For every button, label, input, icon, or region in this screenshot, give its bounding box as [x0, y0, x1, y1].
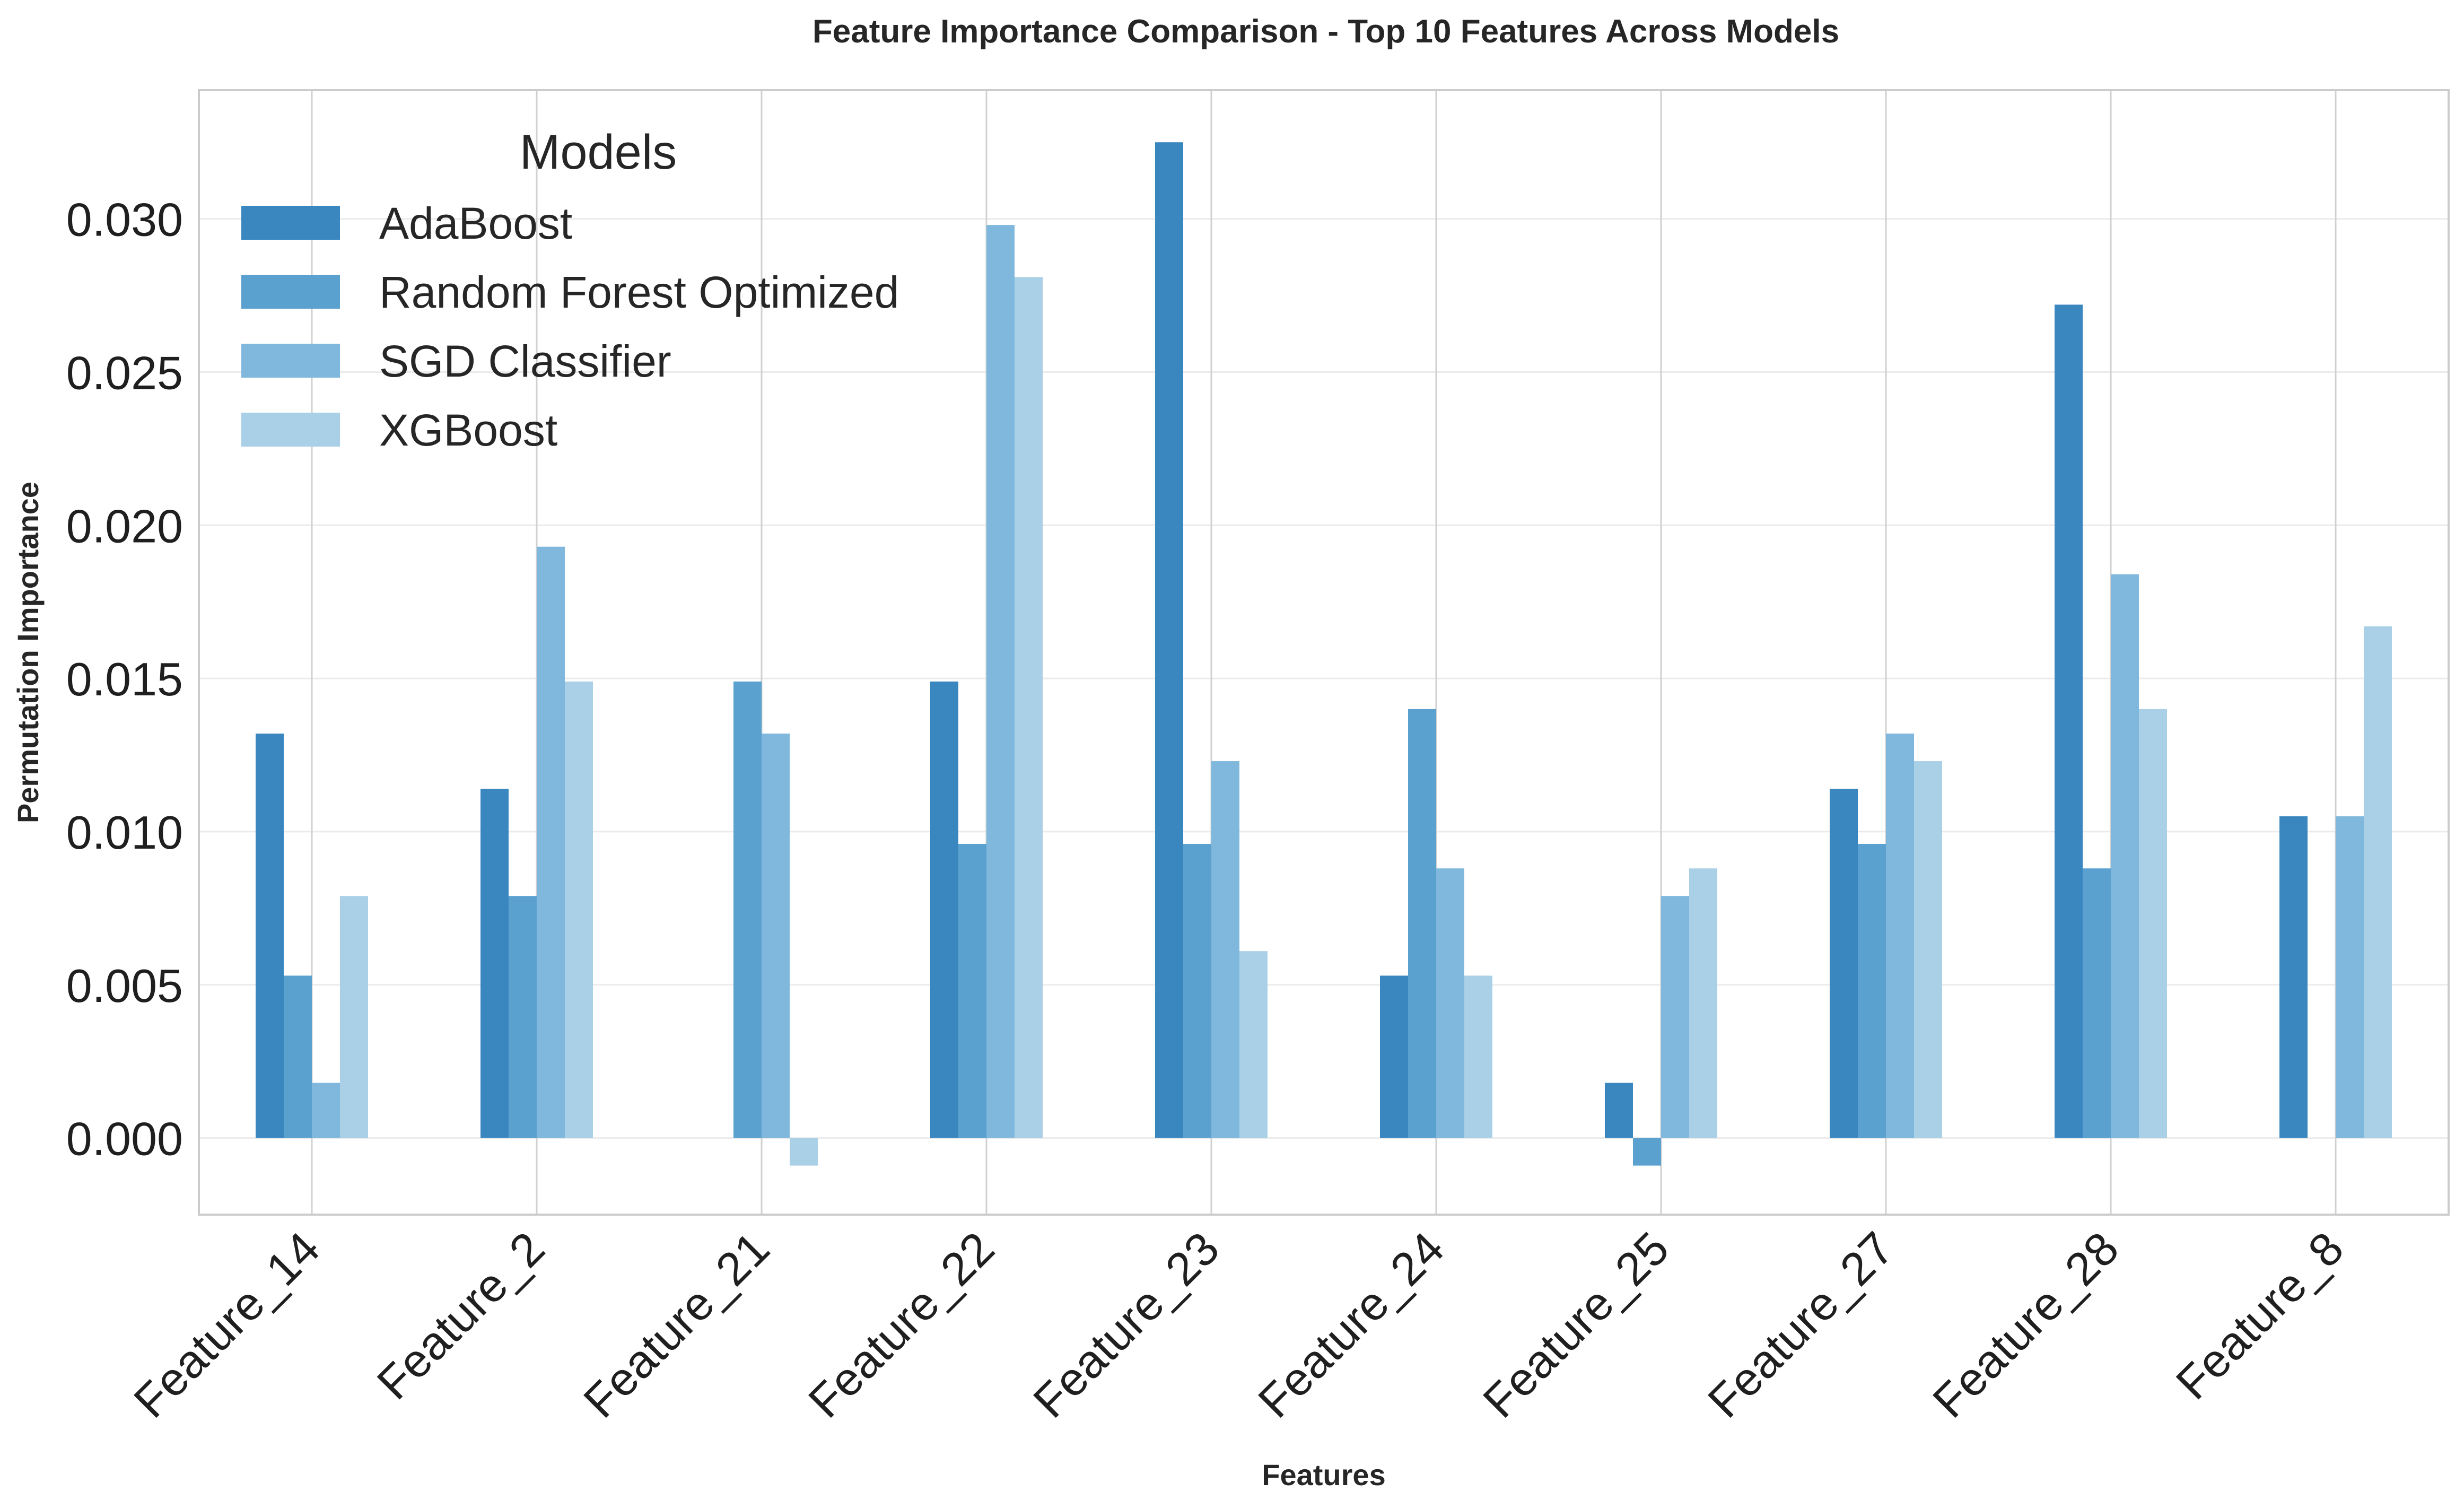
- bar-sgd-classifier-feature_25: [1661, 896, 1689, 1138]
- bar-adaboost-feature_2: [480, 789, 509, 1138]
- bars-layer: [256, 142, 2392, 1166]
- y-tick-label: 0.010: [66, 806, 183, 859]
- bar-sgd-classifier-feature_22: [986, 225, 1015, 1138]
- y-tick-label: 0.020: [66, 500, 183, 552]
- bar-xgboost-feature_21: [790, 1138, 818, 1166]
- legend-swatch: [241, 275, 340, 309]
- bar-sgd-classifier-feature_21: [762, 734, 790, 1138]
- bar-sgd-classifier-feature_28: [2111, 574, 2139, 1138]
- chart-title: Feature Importance Comparison - Top 10 F…: [812, 13, 1839, 50]
- y-tick-label: 0.025: [66, 346, 183, 399]
- legend-label: SGD Classifier: [379, 336, 671, 386]
- y-tick-label: 0.005: [66, 960, 183, 1012]
- bar-random-forest-optimized-feature_23: [1183, 844, 1211, 1138]
- bar-random-forest-optimized-feature_24: [1408, 709, 1436, 1138]
- bar-random-forest-optimized-feature_2: [509, 896, 537, 1138]
- bar-xgboost-feature_24: [1464, 975, 1492, 1138]
- x-axis-label: Features: [1262, 1458, 1385, 1491]
- bar-sgd-classifier-feature_14: [312, 1083, 340, 1138]
- bar-random-forest-optimized-feature_27: [1858, 844, 1886, 1138]
- y-tick-label: 0.015: [66, 653, 183, 705]
- legend: Models AdaBoost Random Forest Optimized SG…: [241, 125, 899, 455]
- legend-label: XGBoost: [379, 405, 557, 455]
- y-axis-label: Permutation Importance: [11, 482, 45, 823]
- bar-xgboost-feature_2: [565, 681, 593, 1138]
- legend-swatch: [241, 344, 340, 378]
- bar-adaboost-feature_14: [256, 734, 284, 1138]
- bar-adaboost-feature_27: [1830, 789, 1858, 1138]
- bar-random-forest-optimized-feature_28: [2083, 868, 2111, 1138]
- legend-swatch: [241, 413, 340, 447]
- legend-title: Models: [520, 125, 677, 179]
- bar-sgd-classifier-feature_23: [1211, 761, 1239, 1138]
- legend-swatch: [241, 206, 340, 240]
- bar-xgboost-feature_27: [1914, 761, 1942, 1138]
- bar-xgboost-feature_8: [2364, 626, 2392, 1138]
- y-tick-label: 0.000: [66, 1113, 183, 1165]
- plot-frame: [198, 89, 2450, 1216]
- bar-random-forest-optimized-feature_14: [284, 975, 312, 1138]
- y-axis-ticks: 0.000 0.005 0.010 0.015 0.020 0.025 0.030: [66, 194, 183, 1165]
- bar-sgd-classifier-feature_27: [1886, 734, 1914, 1138]
- bar-xgboost-feature_14: [340, 896, 368, 1138]
- legend-label: AdaBoost: [379, 198, 572, 248]
- bar-xgboost-feature_23: [1239, 951, 1268, 1138]
- bar-adaboost-feature_25: [1605, 1083, 1633, 1138]
- y-tick-label: 0.030: [66, 194, 183, 246]
- bar-sgd-classifier-feature_24: [1436, 868, 1464, 1138]
- bar-random-forest-optimized-feature_21: [733, 681, 762, 1138]
- bar-adaboost-feature_24: [1380, 975, 1408, 1138]
- bar-sgd-classifier-feature_8: [2336, 816, 2364, 1138]
- legend-label: Random Forest Optimized: [379, 267, 899, 317]
- bar-adaboost-feature_23: [1155, 142, 1183, 1138]
- bar-random-forest-optimized-feature_22: [958, 844, 986, 1138]
- bar-xgboost-feature_22: [1015, 277, 1043, 1138]
- bar-sgd-classifier-feature_2: [537, 546, 565, 1138]
- bar-adaboost-feature_22: [930, 681, 958, 1138]
- bar-adaboost-feature_8: [2279, 816, 2308, 1138]
- bar-xgboost-feature_28: [2139, 709, 2167, 1138]
- bar-random-forest-optimized-feature_25: [1633, 1138, 1661, 1166]
- bar-adaboost-feature_28: [2055, 304, 2083, 1138]
- bar-xgboost-feature_25: [1689, 868, 1717, 1138]
- legend-items: AdaBoost Random Forest Optimized SGD Class…: [241, 198, 899, 455]
